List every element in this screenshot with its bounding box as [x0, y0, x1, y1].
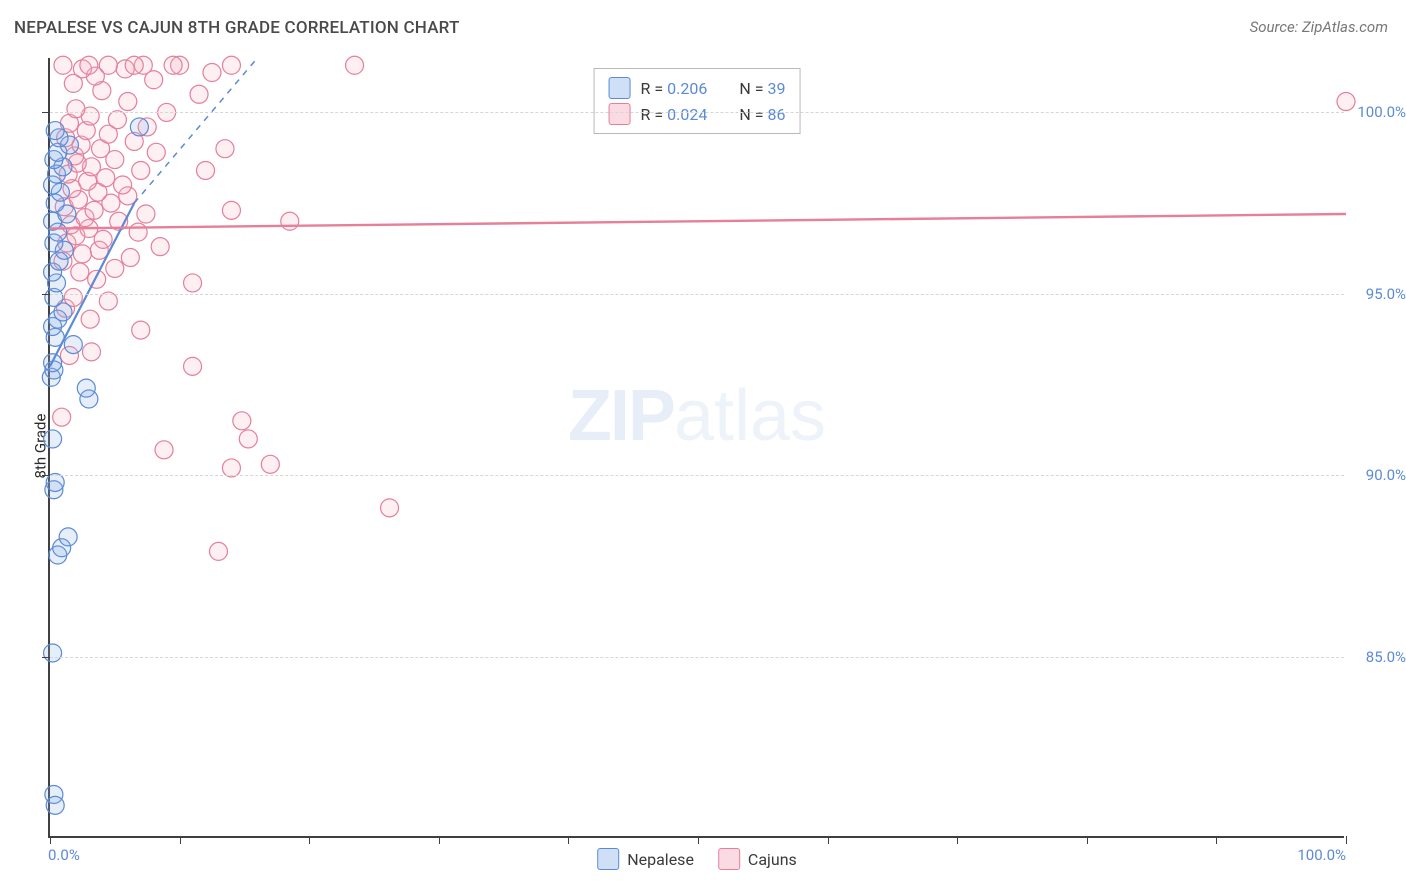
- scatter-point: [46, 122, 64, 140]
- scatter-point: [132, 321, 150, 339]
- chart-svg: [50, 58, 1344, 836]
- scatter-point: [130, 118, 148, 136]
- legend-n-label: N = 39: [739, 79, 785, 98]
- y-tick-mark: [42, 112, 50, 113]
- scatter-point: [106, 259, 124, 277]
- x-tick-mark: [957, 836, 958, 844]
- legend-swatch: [609, 77, 631, 99]
- scatter-point: [77, 379, 95, 397]
- x-tick-mark: [180, 836, 181, 844]
- scatter-point: [81, 310, 99, 328]
- scatter-point: [132, 161, 150, 179]
- legend-series-label: Nepalese: [627, 850, 694, 869]
- scatter-point: [82, 343, 100, 361]
- scatter-point: [44, 644, 62, 662]
- scatter-point: [190, 85, 208, 103]
- legend-series-item: Nepalese: [597, 848, 694, 870]
- chart-container: NEPALESE VS CAJUN 8TH GRADE CORRELATION …: [0, 0, 1406, 892]
- y-tick-label: 85.0%: [1366, 648, 1406, 666]
- grid-line: [50, 657, 1344, 658]
- scatter-point: [73, 245, 91, 263]
- x-tick-mark: [309, 836, 310, 844]
- scatter-point: [137, 205, 155, 223]
- scatter-point: [129, 223, 147, 241]
- scatter-point: [67, 100, 85, 118]
- x-tick-mark: [828, 836, 829, 844]
- scatter-point: [151, 238, 169, 256]
- x-tick-mark: [568, 836, 569, 844]
- legend-n-label: N = 86: [739, 105, 785, 124]
- scatter-point: [155, 441, 173, 459]
- scatter-point: [197, 161, 215, 179]
- scatter-point: [54, 56, 72, 74]
- x-tick-label: 0.0%: [48, 846, 80, 864]
- scatter-point: [59, 528, 77, 546]
- scatter-point: [233, 412, 251, 430]
- legend-r-label: R = 0.024: [641, 105, 708, 124]
- y-tick-label: 95.0%: [1366, 285, 1406, 303]
- chart-title: NEPALESE VS CAJUN 8TH GRADE CORRELATION …: [14, 18, 460, 38]
- x-tick-label: 100.0%: [1297, 846, 1346, 864]
- scatter-point: [261, 455, 279, 473]
- legend-series: Nepalese Cajuns: [597, 848, 797, 870]
- legend-swatch: [609, 103, 631, 125]
- scatter-point: [164, 56, 182, 74]
- trend-line: [50, 214, 1346, 229]
- legend-stats-row: R = 0.206 N = 39: [609, 75, 786, 101]
- scatter-point: [147, 143, 165, 161]
- legend-stats: R = 0.206 N = 39 R = 0.024 N = 86: [594, 68, 801, 134]
- scatter-point: [99, 56, 117, 74]
- scatter-point: [119, 93, 137, 111]
- scatter-point: [184, 357, 202, 375]
- scatter-point: [184, 274, 202, 292]
- grid-line: [50, 475, 1344, 476]
- legend-series-item: Cajuns: [718, 848, 797, 870]
- x-tick-mark: [439, 836, 440, 844]
- legend-swatch: [718, 848, 740, 870]
- scatter-point: [121, 249, 139, 267]
- x-tick-mark: [50, 836, 51, 844]
- scatter-point: [239, 430, 257, 448]
- legend-stats-row: R = 0.024 N = 86: [609, 101, 786, 127]
- scatter-point: [216, 140, 234, 158]
- scatter-point: [222, 56, 240, 74]
- scatter-point: [53, 408, 71, 426]
- legend-swatch: [597, 848, 619, 870]
- legend-series-label: Cajuns: [748, 850, 797, 869]
- grid-line: [50, 294, 1344, 295]
- scatter-point: [1337, 93, 1355, 111]
- x-tick-mark: [698, 836, 699, 844]
- y-tick-label: 90.0%: [1366, 466, 1406, 484]
- scatter-point: [64, 336, 82, 354]
- scatter-point: [114, 176, 132, 194]
- y-tick-label: 100.0%: [1357, 103, 1406, 121]
- source-attribution: Source: ZipAtlas.com: [1250, 18, 1388, 36]
- scatter-point: [46, 796, 64, 814]
- legend-r-label: R = 0.206: [641, 79, 708, 98]
- plot-area: ZIPatlas R = 0.206N = 39R = 0.024N = 86 …: [48, 58, 1344, 838]
- x-tick-mark: [1346, 836, 1347, 844]
- scatter-point: [44, 430, 62, 448]
- x-tick-mark: [1216, 836, 1217, 844]
- scatter-point: [222, 201, 240, 219]
- scatter-point: [281, 212, 299, 230]
- x-tick-mark: [1087, 836, 1088, 844]
- scatter-point: [88, 270, 106, 288]
- y-tick-mark: [42, 657, 50, 658]
- scatter-point: [71, 263, 89, 281]
- scatter-point: [346, 56, 364, 74]
- scatter-point: [80, 56, 98, 74]
- grid-line: [50, 112, 1344, 113]
- y-tick-mark: [42, 294, 50, 295]
- scatter-point: [209, 542, 227, 560]
- scatter-point: [381, 499, 399, 517]
- y-tick-mark: [42, 475, 50, 476]
- scatter-point: [203, 64, 221, 82]
- scatter-point: [125, 56, 143, 74]
- scatter-point: [85, 201, 103, 219]
